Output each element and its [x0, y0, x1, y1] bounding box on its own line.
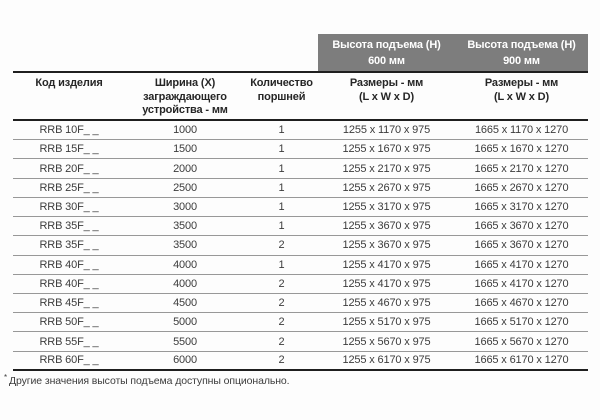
cell-piston-count: 2 — [278, 354, 285, 367]
cell-piston-count: 2 — [278, 335, 285, 348]
cell-product-code: RRB 45F_ _ — [39, 297, 99, 310]
cell-barrier-width: 3500 — [173, 220, 197, 233]
cell-product-code: RRB 20F_ _ — [39, 162, 99, 175]
column-header-dimensions-900: Размеры - мм (L x W x D) — [484, 77, 559, 103]
cell-barrier-width: 4500 — [173, 297, 197, 310]
column-header-barrier-width: Ширина (X) заграждающего устройства - мм — [142, 77, 228, 116]
cell-piston-count: 2 — [278, 316, 285, 329]
column-header-product-code: Код изделия — [35, 77, 103, 89]
cell-barrier-width: 4000 — [173, 277, 197, 290]
cell-dimensions-900: 1665 x 1670 x 1270 — [474, 143, 569, 156]
cell-dimensions-600: 1255 x 4170 x 975 — [342, 277, 431, 290]
table-row: RRB 60F_ _ 6000 2 1255 x 6170 x 975 1665… — [13, 352, 588, 371]
cell-dimensions-900: 1665 x 4170 x 1270 — [474, 277, 569, 290]
cell-barrier-width: 2500 — [173, 181, 197, 194]
cell-product-code: RRB 50F_ _ — [39, 316, 99, 329]
cell-dimensions-900: 1665 x 4670 x 1270 — [474, 297, 569, 310]
cell-dimensions-600: 1255 x 5170 x 975 — [342, 316, 431, 329]
cell-piston-count: 2 — [278, 277, 285, 290]
lift-height-band: Высота подъема (H) 600 мм Высота подъема… — [13, 34, 588, 71]
cell-dimensions-900: 1665 x 2170 x 1270 — [474, 162, 569, 175]
cell-product-code: RRB 25F_ _ — [39, 181, 99, 194]
table-row: RRB 55F_ _ 5500 2 1255 x 5670 x 975 1665… — [13, 332, 588, 352]
cell-dimensions-900: 1665 x 6170 x 1270 — [474, 354, 569, 367]
cell-piston-count: 1 — [278, 258, 285, 271]
table-row: RRB 25F_ _ 2500 1 1255 x 2670 x 975 1665… — [13, 179, 588, 198]
column-header-dimensions-600: Размеры - мм (L x W x D) — [349, 77, 424, 103]
cell-dimensions-600: 1255 x 6170 x 975 — [342, 354, 431, 367]
cell-dimensions-900: 1665 x 1170 x 1270 — [474, 124, 569, 137]
cell-dimensions-900: 1665 x 3170 x 1270 — [474, 200, 569, 213]
cell-product-code: RRB 40F_ _ — [39, 258, 99, 271]
cell-dimensions-900: 1665 x 4170 x 1270 — [474, 258, 569, 271]
cell-barrier-width: 2000 — [173, 162, 197, 175]
cell-dimensions-600: 1255 x 2170 x 975 — [342, 162, 431, 175]
table-body: RRB 10F_ _ 1000 1 1255 x 1170 x 975 1665… — [13, 121, 588, 371]
cell-product-code: RRB 60F_ _ — [39, 354, 99, 367]
cell-dimensions-600: 1255 x 5670 x 975 — [342, 335, 431, 348]
cell-product-code: RRB 55F_ _ — [39, 335, 99, 348]
table-row: RRB 45F_ _ 4500 2 1255 x 4670 x 975 1665… — [13, 294, 588, 314]
cell-dimensions-600: 1255 x 3670 x 975 — [342, 220, 431, 233]
cell-barrier-width: 5500 — [173, 335, 197, 348]
cell-barrier-width: 5000 — [173, 316, 197, 329]
cell-dimensions-600: 1255 x 3670 x 975 — [342, 239, 431, 252]
table-row: RRB 30F_ _ 3000 1 1255 x 3170 x 975 1665… — [13, 198, 588, 218]
cell-product-code: RRB 35F_ _ — [39, 239, 99, 252]
cell-piston-count: 2 — [278, 239, 285, 252]
table-row: RRB 10F_ _ 1000 1 1255 x 1170 x 975 1665… — [13, 121, 588, 141]
cell-piston-count: 1 — [278, 143, 285, 156]
table-row: RRB 35F_ _ 3500 2 1255 x 3670 x 975 1665… — [13, 236, 588, 256]
cell-piston-count: 2 — [278, 297, 285, 310]
cell-product-code: RRB 15F_ _ — [39, 143, 99, 156]
cell-product-code: RRB 35F_ _ — [39, 220, 99, 233]
product-spec-table: Высота подъема (H) 600 мм Высота подъема… — [13, 34, 588, 371]
cell-piston-count: 1 — [278, 162, 285, 175]
table-row: RRB 40F_ _ 4000 1 1255 x 4170 x 975 1665… — [13, 256, 588, 275]
cell-dimensions-900: 1665 x 5170 x 1270 — [474, 316, 569, 329]
table-row: RRB 40F_ _ 4000 2 1255 x 4170 x 975 1665… — [13, 275, 588, 294]
cell-barrier-width: 1000 — [173, 124, 197, 137]
footnote-asterisk: * — [4, 373, 8, 382]
cell-barrier-width: 1500 — [173, 143, 197, 156]
cell-piston-count: 1 — [278, 181, 285, 194]
table-row: RRB 50F_ _ 5000 2 1255 x 5170 x 975 1665… — [13, 313, 588, 333]
cell-barrier-width: 6000 — [173, 354, 197, 367]
cell-barrier-width: 4000 — [173, 258, 197, 271]
cell-dimensions-900: 1665 x 3670 x 1270 — [474, 220, 569, 233]
column-header-row: Код изделия Ширина (X) заграждающего уст… — [13, 71, 588, 121]
cell-dimensions-900: 1665 x 3670 x 1270 — [474, 239, 569, 252]
cell-barrier-width: 3500 — [173, 239, 197, 252]
cell-piston-count: 1 — [278, 124, 285, 137]
lift-height-900-header: Высота подъема (H) 900 мм — [455, 34, 588, 71]
table-row: RRB 20F_ _ 2000 1 1255 x 2170 x 975 1665… — [13, 159, 588, 179]
cell-product-code: RRB 40F_ _ — [39, 277, 99, 290]
cell-dimensions-600: 1255 x 4170 x 975 — [342, 258, 431, 271]
footnote-text: Другие значения высоты подъема доступны … — [9, 375, 290, 387]
cell-barrier-width: 3000 — [173, 200, 197, 213]
column-header-piston-count: Количество поршней — [250, 77, 313, 103]
table-row: RRB 35F_ _ 3500 1 1255 x 3670 x 975 1665… — [13, 217, 588, 237]
cell-product-code: RRB 30F_ _ — [39, 200, 99, 213]
cell-dimensions-600: 1255 x 1670 x 975 — [342, 143, 431, 156]
cell-dimensions-600: 1255 x 3170 x 975 — [342, 200, 431, 213]
lift-height-600-header: Высота подъема (H) 600 мм — [318, 34, 455, 71]
cell-dimensions-600: 1255 x 4670 x 975 — [342, 297, 431, 310]
cell-dimensions-600: 1255 x 2670 x 975 — [342, 181, 431, 194]
cell-piston-count: 1 — [278, 220, 285, 233]
cell-product-code: RRB 10F_ _ — [39, 124, 99, 137]
table-row: RRB 15F_ _ 1500 1 1255 x 1670 x 975 1665… — [13, 140, 588, 160]
footnote: * Другие значения высоты подъема доступны… — [4, 373, 290, 387]
cell-piston-count: 1 — [278, 200, 285, 213]
cell-dimensions-900: 1665 x 5670 x 1270 — [474, 335, 569, 348]
cell-dimensions-900: 1665 x 2670 x 1270 — [474, 181, 569, 194]
cell-dimensions-600: 1255 x 1170 x 975 — [342, 124, 431, 137]
